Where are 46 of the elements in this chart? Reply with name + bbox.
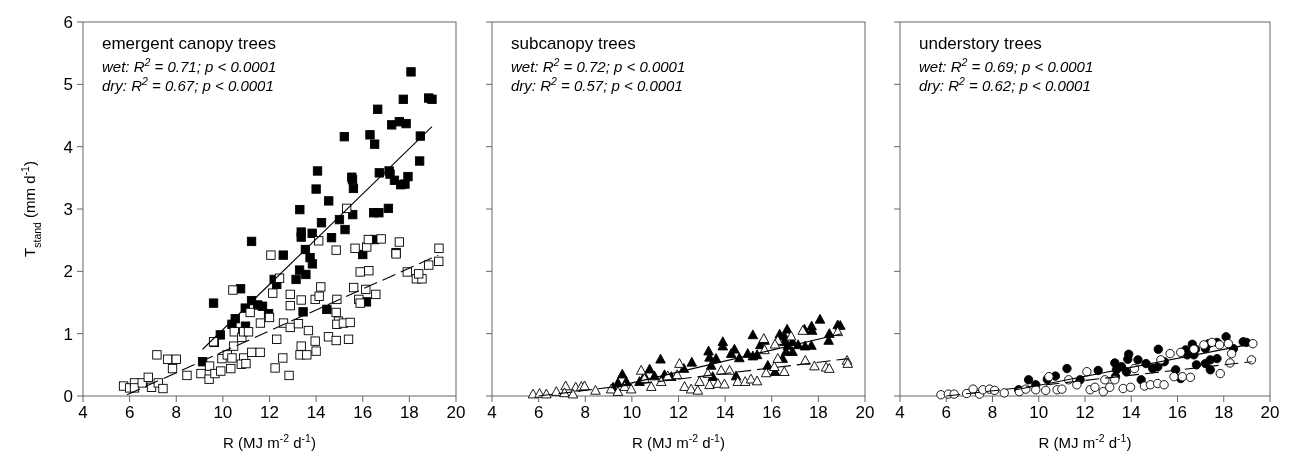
x-tick-label: 10 (622, 403, 642, 422)
x-axis-title: R (MJ m$^{-2}$ d$^{-1}$) (1038, 432, 1132, 451)
annotation: wet: R$^{2}$ = 0.72; p < 0.0001 (511, 56, 686, 75)
y-tick-label: 5 (63, 75, 73, 95)
y-tick-label: 3 (63, 200, 73, 219)
x-tick-label: 12 (260, 403, 279, 422)
text: emergent canopy trees (102, 34, 276, 53)
x-tick-label: 14 (1121, 403, 1141, 422)
x-axis-title: R (MJ m$^{-2}$ d$^{-1}$) (223, 432, 316, 451)
x-tick-label: 6 (124, 403, 135, 422)
x-tick-label: 18 (399, 403, 419, 422)
annotation: dry: R$^{2}$ = 0.67; p < 0.0001 (102, 75, 274, 94)
x-tick-label: 4 (487, 403, 497, 422)
x-tick-label: 4 (895, 403, 905, 422)
x-tick-label: 8 (987, 403, 998, 422)
x-tick-label: 18 (808, 403, 828, 422)
x-tick-label: 18 (1214, 403, 1234, 422)
x-tick-label: 16 (353, 403, 373, 422)
x-tick-label: 8 (171, 403, 181, 422)
y-tick-label: 1 (63, 324, 73, 344)
annotation: wet: R$^{2}$ = 0.69; p < 0.0001 (919, 56, 1094, 75)
x-tick-label: 14 (306, 403, 326, 422)
x-tick-label: 16 (1168, 403, 1187, 422)
x-axis-title: R (MJ m$^{-2}$ d$^{-1}$) (632, 432, 725, 451)
x-tick-label: 16 (762, 403, 782, 422)
x-tick-label: 10 (1029, 403, 1049, 422)
x-tick-label: 6 (941, 403, 951, 422)
x-tick-label: 20 (446, 403, 466, 422)
annotation: dry: R$^{2}$ = 0.57; p < 0.0001 (511, 75, 683, 94)
text: subcanopy trees (511, 34, 636, 53)
x-tick-label: 20 (1260, 403, 1280, 422)
y-tick-label: 6 (63, 13, 73, 32)
y-tick-label: 0 (63, 387, 73, 406)
x-tick-label: 4 (78, 403, 88, 422)
y-tick-label: 4 (63, 137, 73, 157)
x-tick-label: 12 (1075, 403, 1095, 422)
x-tick-label: 14 (715, 403, 735, 422)
annotation: dry: R$^{2}$ = 0.62; p < 0.0001 (919, 75, 1091, 94)
x-tick-label: 20 (855, 403, 875, 422)
annotation: wet: R$^{2}$ = 0.71; p < 0.0001 (102, 56, 277, 75)
x-tick-label: 10 (213, 403, 233, 422)
x-tick-label: 6 (533, 403, 544, 422)
x-tick-label: 8 (580, 403, 590, 422)
text: understory trees (919, 34, 1042, 53)
y-tick-label: 2 (63, 262, 73, 282)
x-tick-label: 12 (669, 403, 688, 422)
